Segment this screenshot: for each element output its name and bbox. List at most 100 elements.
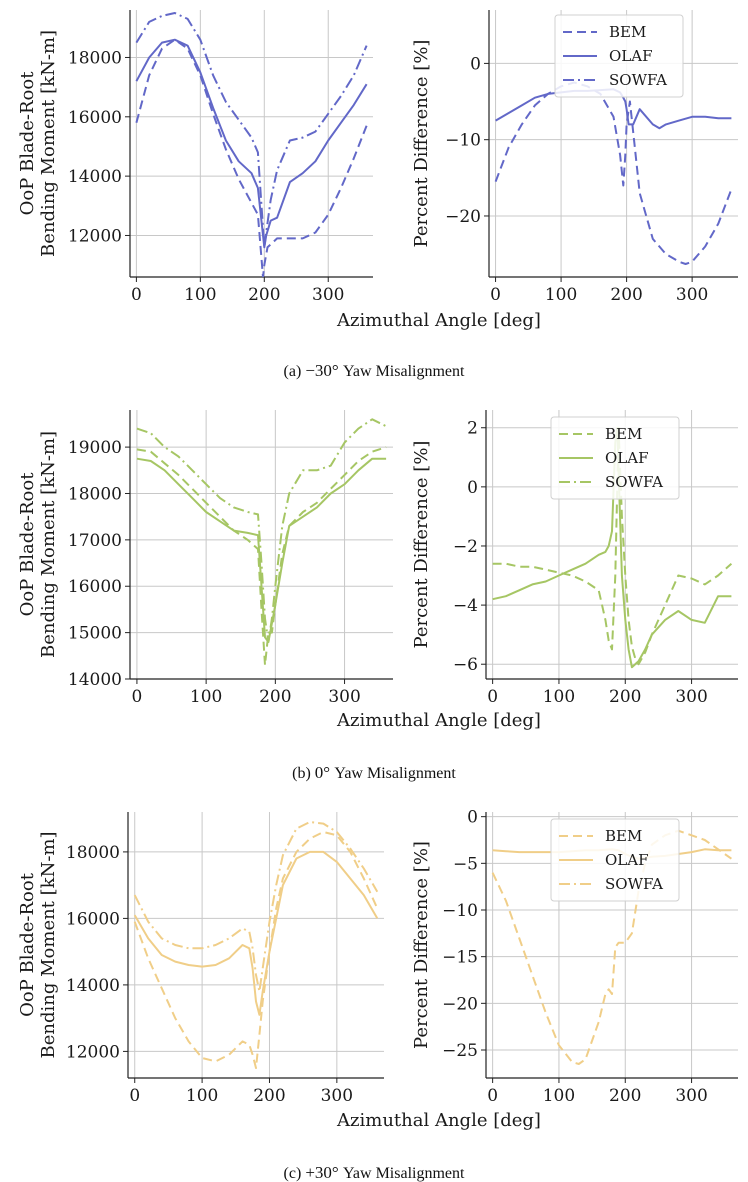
y-tick-label: 18000: [68, 484, 122, 504]
right-panel-0: 0 100 200 300 −20 −10 0 BEM OLAF SOWFA: [445, 10, 738, 305]
y-tick-label: 12000: [66, 1042, 120, 1062]
y-tick-label: −2: [453, 537, 478, 557]
left-ylabel-line1: OoP Blade-Root: [17, 71, 38, 216]
x-axis-label: Azimuthal Angle [deg]: [336, 710, 541, 731]
right-panel-2: 0 100 200 300 −25 −20 −15 −10 −5 0 BEM OLAF SOWFA: [442, 808, 738, 1106]
y-tick-label: −6: [453, 655, 478, 675]
y-tick-label: 16000: [66, 909, 120, 929]
series-line-bem: [135, 38, 368, 277]
y-tick-label: −5: [453, 854, 478, 874]
x-tick-label: 300: [675, 687, 707, 707]
x-tick-label: 300: [328, 687, 360, 707]
y-tick-label: −10: [442, 901, 478, 921]
subfigure-caption: (b) 0° Yaw Misalignment: [292, 763, 456, 782]
x-tick-label: 0: [132, 687, 143, 707]
caption-angle: −30°: [305, 361, 343, 380]
left-ylabel-line2: Bending Moment [kN-m]: [38, 832, 59, 1059]
legend-label: SOWFA: [609, 71, 667, 89]
left-ylabel-line2: Bending Moment [kN-m]: [38, 431, 59, 658]
series-line-bem: [133, 831, 379, 1069]
legend-label: SOWFA: [605, 473, 663, 491]
right-ylabel: Percent Difference [%]: [411, 40, 432, 248]
x-tick-label: 200: [253, 1086, 285, 1106]
left-ylabel-line2: Bending Moment [kN-m]: [38, 30, 59, 257]
legend-label: BEM: [605, 827, 642, 845]
x-tick-label: 100: [186, 1086, 218, 1106]
x-tick-label: 100: [545, 285, 577, 305]
series-line-sowfa: [135, 12, 368, 249]
x-tick-label: 0: [487, 1086, 498, 1106]
x-tick-label: 0: [129, 1086, 140, 1106]
y-tick-label: 12000: [68, 226, 122, 246]
y-tick-label: 19000: [68, 438, 122, 458]
right-ylabel: Percent Difference [%]: [411, 441, 432, 649]
series-line-olaf: [135, 38, 368, 249]
y-tick-label: 2: [467, 419, 478, 439]
x-tick-label: 100: [190, 687, 222, 707]
y-tick-label: −10: [445, 131, 481, 151]
caption-angle: 0°: [315, 763, 335, 782]
x-tick-label: 100: [543, 687, 575, 707]
caption-text: Yaw Misalignment: [343, 363, 465, 380]
y-tick-label: 14000: [66, 976, 120, 996]
x-tick-label: 200: [248, 285, 280, 305]
series-line-olaf: [133, 850, 379, 1016]
x-tick-label: 200: [609, 687, 641, 707]
x-tick-label: 300: [321, 1086, 353, 1106]
x-tick-label: 0: [490, 285, 501, 305]
y-tick-label: 15000: [68, 624, 122, 644]
x-tick-label: 200: [609, 1086, 641, 1106]
legend-label: SOWFA: [605, 875, 663, 893]
series-line-sowfa: [133, 821, 379, 993]
x-tick-label: 300: [312, 285, 344, 305]
legend-box: [550, 416, 680, 500]
series-line-sowfa: [136, 418, 387, 643]
y-tick-label: 14000: [68, 670, 122, 690]
y-tick-label: −15: [442, 948, 478, 968]
right-ylabel: Percent Difference [%]: [411, 841, 432, 1049]
x-tick-label: 0: [487, 687, 498, 707]
x-axis-label: Azimuthal Angle [deg]: [336, 310, 541, 331]
y-tick-label: 14000: [68, 167, 122, 187]
y-tick-label: 18000: [66, 843, 120, 863]
x-tick-label: 200: [610, 285, 642, 305]
left-ylabel-line1: OoP Blade-Root: [17, 872, 38, 1017]
legend: BEM OLAF SOWFA: [550, 416, 680, 500]
x-tick-label: 0: [131, 285, 142, 305]
series-line-bem: [136, 446, 387, 667]
legend-label: OLAF: [605, 449, 649, 467]
y-tick-label: 16000: [68, 108, 122, 128]
legend-box: [554, 14, 684, 98]
y-tick-label: 0: [467, 808, 478, 828]
caption-label: (c): [284, 1165, 306, 1182]
x-tick-label: 300: [675, 1086, 707, 1106]
left-panel-1: 0 100 200 300 14000 15000 16000 17000 18000 19000: [68, 410, 393, 707]
legend-label: OLAF: [609, 47, 653, 65]
legend: BEM OLAF SOWFA: [550, 818, 680, 902]
series-line-olaf: [495, 88, 732, 130]
legend: BEM OLAF SOWFA: [554, 14, 684, 98]
x-axis-label: Azimuthal Angle [deg]: [336, 1110, 541, 1131]
legend-box: [550, 818, 680, 902]
caption-text: Yaw Misalignment: [334, 765, 456, 782]
caption-label: (b): [292, 765, 315, 782]
y-tick-label: 17000: [68, 531, 122, 551]
subfigure-caption: (a) −30° Yaw Misalignment: [284, 361, 465, 380]
x-tick-label: 300: [676, 285, 708, 305]
left-panel-0: 0 100 200 300 12000 14000 16000 18000: [68, 10, 373, 305]
x-tick-label: 100: [184, 285, 216, 305]
y-tick-label: −20: [445, 207, 481, 227]
legend-label: BEM: [605, 425, 642, 443]
y-tick-label: −20: [442, 994, 478, 1014]
caption-angle: +30°: [305, 1163, 343, 1182]
y-tick-label: 16000: [68, 577, 122, 597]
y-tick-label: 18000: [68, 48, 122, 68]
legend-label: BEM: [609, 23, 646, 41]
y-tick-label: 0: [470, 54, 481, 74]
caption-label: (a): [284, 363, 306, 380]
y-tick-label: −25: [442, 1041, 478, 1061]
left-ylabel-line1: OoP Blade-Root: [17, 472, 38, 617]
left-panel-2: 0 100 200 300 12000 14000 16000 18000: [66, 812, 384, 1106]
series-line-bem: [494, 81, 733, 265]
